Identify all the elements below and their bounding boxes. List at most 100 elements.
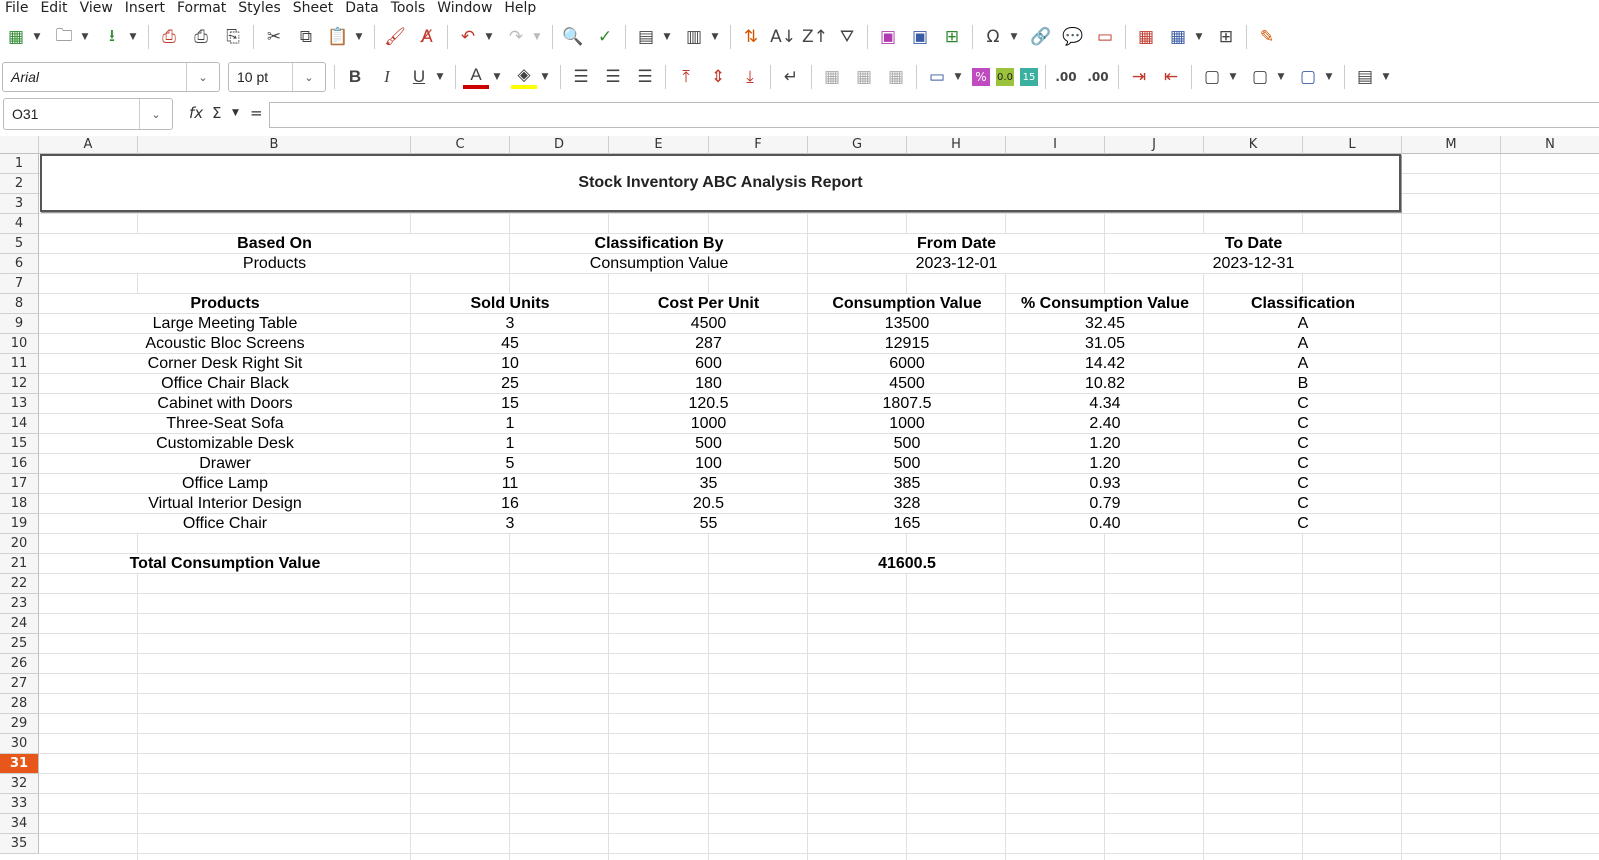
column-header[interactable]: M	[1402, 136, 1501, 154]
print-preview-icon[interactable]: ⎘	[226, 27, 240, 47]
table-cell[interactable]: 0.93	[1089, 475, 1121, 492]
table-cell[interactable]: 14.42	[1084, 355, 1126, 372]
table-cell[interactable]: 1000	[889, 415, 925, 432]
table-cell[interactable]: Drawer	[199, 455, 251, 472]
sort-descending-icon[interactable]: Z↑	[802, 27, 828, 47]
export-pdf-icon[interactable]: ⎙	[162, 27, 176, 47]
paste-icon[interactable]: 📋	[327, 27, 349, 47]
to-date-label[interactable]: To Date	[1224, 235, 1283, 252]
menu-edit[interactable]: Edit	[40, 0, 68, 16]
table-cell[interactable]: Customizable Desk	[156, 435, 294, 452]
currency-format-icon[interactable]: ▭	[928, 67, 946, 87]
table-header[interactable]: Classification	[1250, 295, 1356, 312]
font-size-combo[interactable]: 10 pt ⌄	[228, 62, 326, 92]
table-cell[interactable]: C	[1297, 475, 1309, 492]
menu-tools[interactable]: Tools	[390, 0, 426, 16]
table-cell[interactable]: Large Meeting Table	[152, 315, 298, 332]
row-header[interactable]: 5	[0, 234, 39, 254]
menu-sheet[interactable]: Sheet	[292, 0, 334, 16]
table-cell[interactable]: 0.79	[1089, 495, 1121, 512]
new-document-icon[interactable]: ▦	[7, 27, 25, 47]
table-cell[interactable]: 10.82	[1084, 375, 1126, 392]
row-header[interactable]: 6	[0, 254, 39, 274]
table-cell[interactable]: 11	[501, 475, 519, 492]
table-cell[interactable]: 100	[695, 455, 722, 472]
table-cell[interactable]: C	[1297, 455, 1309, 472]
sort-ascending-icon[interactable]: A↓	[770, 27, 796, 47]
undo-dropdown-icon[interactable]: ▼	[485, 32, 493, 42]
table-cell[interactable]: A	[1297, 315, 1309, 332]
percent-format-button[interactable]: %	[972, 68, 990, 86]
row-header[interactable]: 28	[0, 694, 39, 714]
row-header[interactable]: 33	[0, 794, 39, 814]
table-cell[interactable]: 1000	[690, 415, 727, 432]
unmerge-cells-icon[interactable]: ▦	[887, 67, 905, 87]
split-window-icon[interactable]: ⊞	[1218, 27, 1234, 47]
spreadsheet-grid[interactable]: A B C D E F G H I J K L M N 1 2 3 4 5 6 7 8 9 10 11 12 13 14 15 16 17 1…	[0, 136, 1599, 860]
border-color-icon[interactable]: ▢	[1299, 67, 1317, 87]
formula-input[interactable]	[269, 102, 1599, 128]
table-cell[interactable]: 0.40	[1089, 515, 1121, 532]
table-cell[interactable]: C	[1297, 515, 1309, 532]
row-header[interactable]: 12	[0, 374, 39, 394]
row-header[interactable]: 3	[0, 194, 39, 214]
menu-format[interactable]: Format	[176, 0, 227, 16]
table-cell[interactable]: 20.5	[692, 495, 725, 512]
merge-cells-icon[interactable]: ▦	[855, 67, 873, 87]
table-cell[interactable]: 1	[505, 415, 515, 432]
border-color-dropdown-icon[interactable]: ▼	[1325, 72, 1333, 82]
table-header[interactable]: % Consumption Value	[1020, 295, 1189, 312]
conditional-format-dropdown-icon[interactable]: ▼	[1382, 72, 1390, 82]
special-character-dropdown-icon[interactable]: ▼	[1010, 32, 1018, 42]
align-bottom-icon[interactable]: ⤓	[746, 67, 754, 87]
table-cell[interactable]: A	[1297, 355, 1309, 372]
table-cell[interactable]: 13500	[884, 315, 930, 332]
align-left-icon[interactable]: ☰	[573, 67, 589, 87]
underline-dropdown-icon[interactable]: ▼	[436, 72, 444, 82]
undo-icon[interactable]: ↶	[460, 27, 476, 47]
table-cell[interactable]: 500	[893, 435, 921, 452]
row-header[interactable]: 22	[0, 574, 39, 594]
row-header[interactable]: 11	[0, 354, 39, 374]
table-cell[interactable]: 10	[501, 355, 519, 372]
redo-icon[interactable]: ↷	[508, 27, 524, 47]
align-center-icon[interactable]: ☰	[605, 67, 621, 87]
to-date-value[interactable]: 2023-12-31	[1212, 255, 1295, 272]
based-on-label[interactable]: Based On	[237, 235, 312, 252]
row-header[interactable]: 10	[0, 334, 39, 354]
merge-center-icon[interactable]: ▦	[823, 67, 841, 87]
table-cell[interactable]: 5	[505, 455, 515, 472]
row-header[interactable]: 30	[0, 734, 39, 754]
freeze-dropdown-icon[interactable]: ▼	[1195, 32, 1203, 42]
table-cell[interactable]: B	[1297, 375, 1309, 392]
table-cell[interactable]: 32.45	[1084, 315, 1126, 332]
row-header[interactable]: 27	[0, 674, 39, 694]
table-cell[interactable]: 1807.5	[882, 395, 932, 412]
align-right-icon[interactable]: ☰	[637, 67, 653, 87]
table-cell[interactable]: C	[1297, 415, 1309, 432]
row-header[interactable]: 2	[0, 174, 39, 194]
spelling-icon[interactable]: ✓	[597, 27, 613, 47]
italic-button[interactable]: I	[384, 67, 390, 86]
from-date-label[interactable]: From Date	[916, 235, 997, 252]
table-header[interactable]: Products	[190, 295, 260, 312]
table-cell[interactable]: 4500	[690, 315, 727, 332]
column-header[interactable]: D	[510, 136, 609, 154]
table-cell[interactable]: Office Lamp	[182, 475, 268, 492]
table-cell[interactable]: A	[1297, 335, 1309, 352]
row-header[interactable]: 32	[0, 774, 39, 794]
table-cell[interactable]: 500	[695, 435, 722, 452]
function-wizard-button[interactable]: fx	[189, 104, 204, 122]
table-cell[interactable]: 165	[893, 515, 921, 532]
table-cell[interactable]: Office Chair	[182, 515, 268, 532]
column-header[interactable]: L	[1303, 136, 1402, 154]
align-top-icon[interactable]: ⤒	[682, 67, 690, 87]
table-cell[interactable]: Three-Seat Sofa	[166, 415, 284, 432]
row-header[interactable]: 4	[0, 214, 39, 234]
highlight-dropdown-icon[interactable]: ▼	[541, 72, 549, 82]
table-cell[interactable]: 600	[695, 355, 722, 372]
column-header[interactable]: G	[808, 136, 907, 154]
draw-functions-icon[interactable]: ✎	[1259, 27, 1275, 47]
menu-help[interactable]: Help	[504, 0, 537, 16]
center-vertically-icon[interactable]: ⇕	[710, 67, 726, 87]
